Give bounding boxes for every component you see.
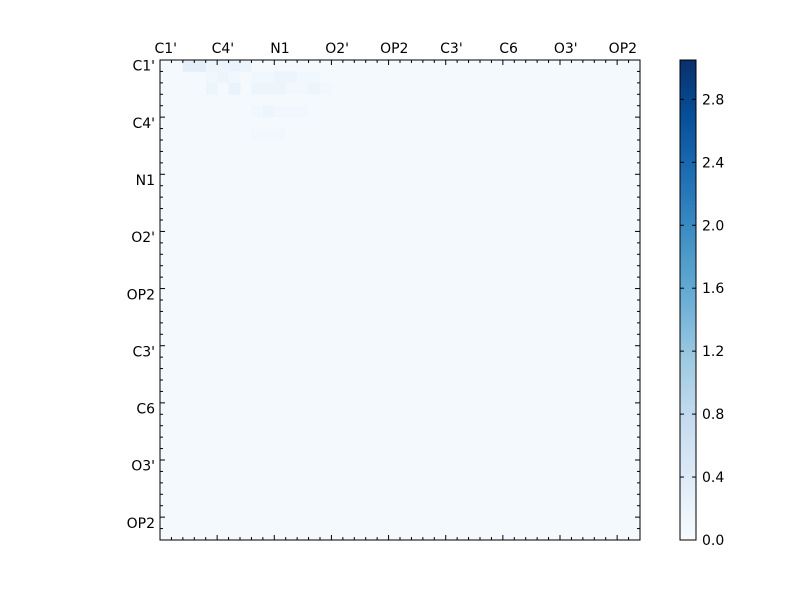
heatmap-cell <box>274 117 287 129</box>
heatmap-cell <box>262 105 275 118</box>
heatmap-cell <box>274 128 287 141</box>
heatmap-cell <box>274 82 287 95</box>
heatmap-cell <box>297 60 309 72</box>
heatmap-cell <box>274 105 287 118</box>
heatmap-cell <box>262 60 275 72</box>
heatmap-cell <box>262 117 275 129</box>
heatmap-cell <box>240 60 252 72</box>
colorbar-tick-label: 2.0 <box>702 218 724 234</box>
heatmap-cell <box>205 71 218 84</box>
y-tick-label: O3' <box>131 459 155 475</box>
heatmap-cell <box>297 71 309 84</box>
heatmap-cell <box>285 60 298 72</box>
heatmap-cell <box>251 60 264 72</box>
heatmap-cell <box>251 82 264 95</box>
heatmap-cell <box>297 82 309 95</box>
heatmap-cell <box>251 128 264 141</box>
heatmap-cell <box>297 94 309 107</box>
heatmap-cell <box>262 71 275 84</box>
x-tick-label: N1 <box>270 41 289 57</box>
heatmap-cell <box>274 60 287 72</box>
colorbar-tick-label: 2.8 <box>702 92 724 108</box>
colorbar-tick-label: 0.8 <box>702 407 724 423</box>
x-tick-label: C1' <box>154 41 177 57</box>
heatmap-cell <box>308 82 321 95</box>
heatmap-cell <box>274 71 287 84</box>
heatmap-cell <box>205 60 218 72</box>
x-tick-label: C6 <box>499 41 518 57</box>
heatmap-cell <box>308 117 321 129</box>
heatmap-cell <box>320 94 332 107</box>
heatmap-cell <box>308 105 321 118</box>
y-tick-label: N1 <box>136 173 155 189</box>
x-tick-labels: C1' C4' N1 O2' OP2 C3' C6 O3' OP2 <box>154 41 637 57</box>
heatmap-cell <box>308 128 321 141</box>
heatmap-cell <box>262 82 275 95</box>
y-tick-label: OP2 <box>127 516 155 532</box>
heatmap-cell <box>182 60 195 72</box>
heatmap-cell <box>285 117 298 129</box>
colorbar-tick-label: 0.0 <box>702 533 724 549</box>
colorbar-ticks: 0.0 0.4 0.8 1.2 1.6 2.0 2.4 2.8 <box>680 92 724 549</box>
heatmap-cell <box>285 71 298 84</box>
y-tick-label: C6 <box>136 402 155 418</box>
heatmap-cell <box>251 117 264 129</box>
heatmap-cell <box>228 60 241 72</box>
x-tick-label: OP2 <box>380 41 408 57</box>
heatmap-cell <box>297 105 309 118</box>
x-tick-label: OP2 <box>609 41 637 57</box>
y-tick-label: O2' <box>131 230 155 246</box>
heatmap-cell <box>320 82 332 95</box>
y-tick-label: OP2 <box>127 287 155 303</box>
heatmap-cell <box>217 71 229 84</box>
heatmap-background <box>160 60 640 540</box>
colorbar <box>679 59 697 541</box>
x-tick-label: O2' <box>325 41 349 57</box>
heatmap-cell <box>308 94 321 107</box>
axis-ticks <box>159 59 641 541</box>
heatmap-cell <box>217 60 229 72</box>
heatmap-cells <box>160 60 640 540</box>
heatmap-cell <box>251 94 264 107</box>
colorbar-tick-label: 0.4 <box>702 470 724 486</box>
heatmap-cell <box>320 71 332 84</box>
x-tick-label: C3' <box>440 41 463 57</box>
heatmap-cell <box>262 128 275 141</box>
heatmap-cell <box>251 71 264 84</box>
heatmap-cell <box>320 60 332 72</box>
heatmap-cell <box>285 94 298 107</box>
heatmap-cell <box>285 105 298 118</box>
heatmap-cell <box>297 128 309 141</box>
colorbar-tick-label: 1.2 <box>702 344 724 360</box>
colorbar-tick-label: 2.4 <box>702 155 724 171</box>
heatmap-cell <box>194 60 207 72</box>
heatmap-cell <box>274 94 287 107</box>
heatmap-cell <box>320 105 332 118</box>
heatmap-cell <box>262 94 275 107</box>
heatmap-cell <box>228 82 241 95</box>
heatmap-cell <box>228 71 241 84</box>
x-tick-label: C4' <box>212 41 235 57</box>
y-tick-label: C1' <box>132 59 155 75</box>
heatmap-cell <box>285 82 298 95</box>
y-tick-labels: C1' C4' N1 O2' OP2 C3' C6 O3' OP2 <box>127 59 155 532</box>
y-tick-label: C4' <box>132 116 155 132</box>
heatmap-cell <box>308 60 321 72</box>
heatmap-cell <box>285 128 298 141</box>
x-tick-label: O3' <box>554 41 578 57</box>
colorbar-tick-label: 1.6 <box>702 281 724 297</box>
heatmap-cell <box>251 105 264 118</box>
y-tick-label: C3' <box>132 344 155 360</box>
heatmap-cell <box>297 117 309 129</box>
heatmap-cell <box>205 82 218 95</box>
heatmap-cell <box>308 71 321 84</box>
